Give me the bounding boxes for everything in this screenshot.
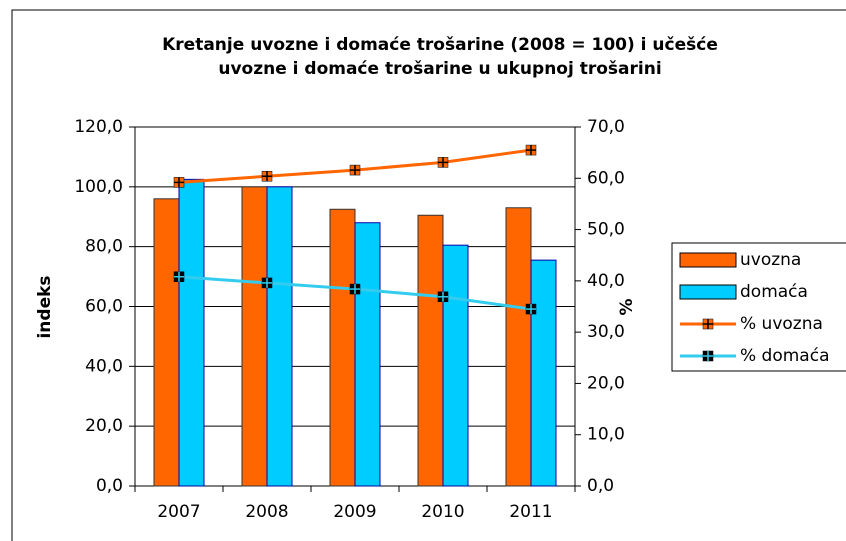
legend-label: domaća xyxy=(740,282,808,302)
y2-tick-label: 30,0 xyxy=(587,322,625,342)
y-tick-label: 20,0 xyxy=(85,416,123,436)
y2-tick-label: 50,0 xyxy=(587,220,625,240)
y-tick-label: 60,0 xyxy=(85,297,123,317)
legend-swatch xyxy=(679,284,737,300)
y-axis-label: indeks xyxy=(35,275,55,338)
bar xyxy=(266,186,293,487)
y-tick-label: 0,0 xyxy=(96,476,123,496)
y2-tick-label: 10,0 xyxy=(587,425,625,445)
legend-swatch xyxy=(679,252,737,268)
y2-tick-label: 20,0 xyxy=(587,373,625,393)
chart-title: uvozne i domaće trošarine u ukupnoj troš… xyxy=(218,59,661,79)
y2-tick-label: 60,0 xyxy=(587,168,625,188)
y-tick-label: 40,0 xyxy=(85,356,123,376)
x-tick-label: 2007 xyxy=(157,502,200,522)
bar xyxy=(442,244,469,487)
bar xyxy=(153,198,180,487)
y2-tick-label: 70,0 xyxy=(587,117,625,137)
y2-tick-label: 0,0 xyxy=(587,476,614,496)
chart-title: Kretanje uvozne i domaće trošarine (2008… xyxy=(162,35,718,55)
y2-tick-label: 40,0 xyxy=(587,271,625,291)
y2-axis-label: % xyxy=(617,298,637,315)
bar xyxy=(354,222,381,487)
x-tick-label: 2010 xyxy=(421,502,464,522)
x-tick-label: 2009 xyxy=(333,502,376,522)
x-tick-label: 2008 xyxy=(245,502,288,522)
legend-label: uvozna xyxy=(740,250,801,270)
bar xyxy=(417,214,444,487)
bar xyxy=(329,208,356,487)
bar xyxy=(530,259,557,487)
legend-label: % domaća xyxy=(740,346,830,366)
bar xyxy=(178,178,205,487)
y-tick-label: 100,0 xyxy=(74,177,123,197)
x-tick-label: 2011 xyxy=(509,502,552,522)
legend-label: % uvozna xyxy=(740,314,823,334)
bar xyxy=(241,186,268,487)
y-tick-label: 80,0 xyxy=(85,237,123,257)
bar xyxy=(505,207,532,487)
y-tick-label: 120,0 xyxy=(74,117,123,137)
